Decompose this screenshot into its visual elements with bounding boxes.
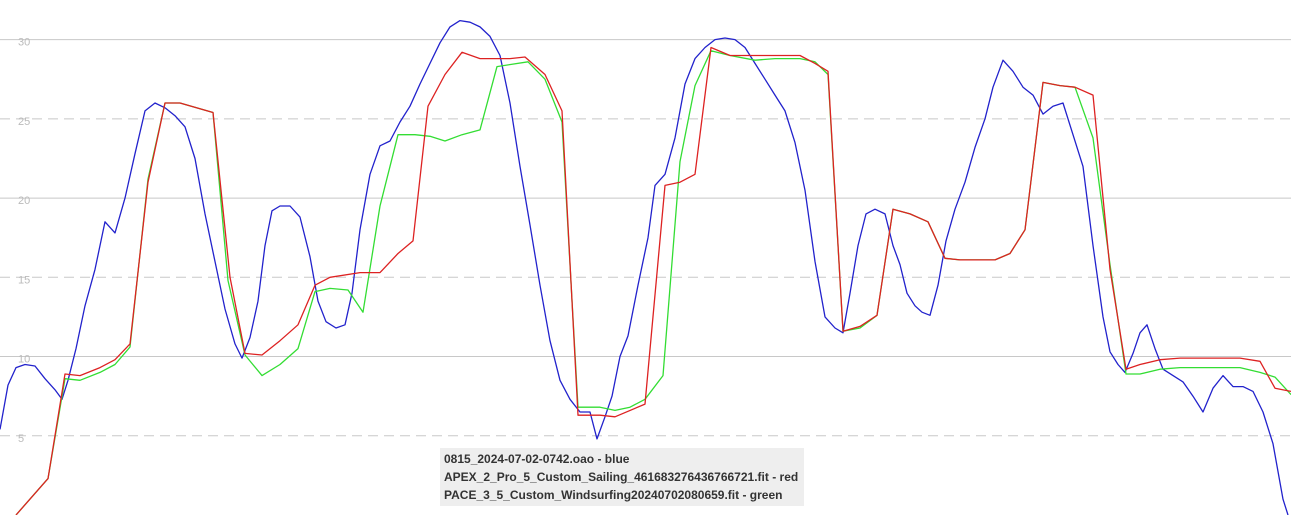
y-axis-ticks: 5 10 15 20 25 30 [18,37,30,445]
chart-legend: 0815_2024-07-02-0742.oao - blue APEX_2_P… [440,448,804,506]
chart-grid [0,39,1291,437]
legend-item-red: APEX_2_Pro_5_Custom_Sailing_461683276436… [444,470,799,484]
y-tick-label-5: 5 [18,433,24,445]
legend-item-green: PACE_3_5_Custom_Windsurfing2024070208065… [444,488,783,502]
y-tick-label-30: 30 [18,37,30,49]
y-tick-label-20: 20 [18,195,30,207]
chart-series [0,19,1291,515]
legend-item-blue: 0815_2024-07-02-0742.oao - blue [444,452,630,466]
y-tick-label-15: 15 [18,274,30,286]
y-tick-label-10: 10 [18,354,30,366]
y-tick-label-25: 25 [18,116,30,128]
series-line-0 [0,19,1289,515]
series-line-2 [15,50,1291,515]
series-line-1 [15,46,1291,515]
